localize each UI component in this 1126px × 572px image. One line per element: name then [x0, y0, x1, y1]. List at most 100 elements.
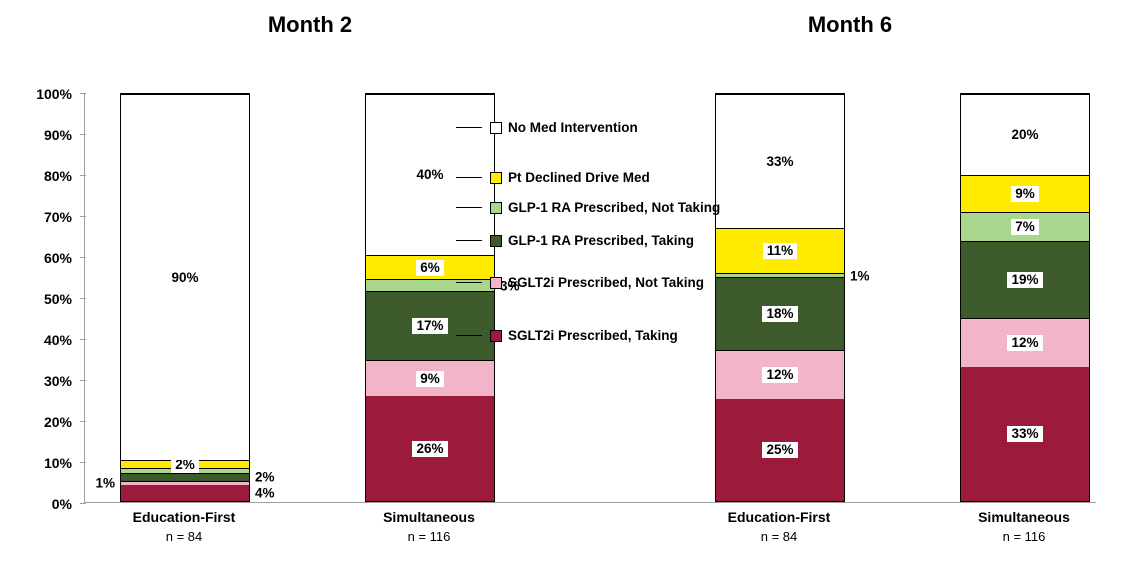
- bar-segment-declined: 2%: [121, 460, 249, 468]
- legend-swatch: [490, 202, 502, 214]
- bar-segment-label: 33%: [762, 154, 797, 170]
- legend-connector: [456, 127, 482, 128]
- bar-segment-sglt2i_not_taking: 12%: [961, 318, 1089, 367]
- y-tick: 70%: [80, 216, 86, 217]
- x-axis-sublabel: n = 116: [934, 529, 1114, 544]
- y-tick: 80%: [80, 175, 86, 176]
- y-tick: 100%: [80, 93, 86, 94]
- bar-segment-glp1_not_taking: 1%: [716, 273, 844, 277]
- bar-segment-label-external: 4%: [255, 485, 275, 500]
- y-tick: 90%: [80, 134, 86, 135]
- legend-connector: [456, 282, 482, 283]
- y-tick-label: 100%: [36, 86, 72, 102]
- bar-segment-label-external: 1%: [95, 476, 115, 491]
- x-axis-label: Education-First: [94, 509, 274, 525]
- legend-item-sglt2i_not_taking: SGLT2i Prescribed, Not Taking: [456, 275, 704, 290]
- bar-segment-label: 20%: [1007, 127, 1042, 143]
- bar-segment-no_med: 90%: [121, 94, 249, 460]
- stacked-bar: 26%9%17%3%6%40%: [365, 93, 495, 502]
- y-tick-label: 10%: [44, 455, 72, 471]
- bar-segment-label: 25%: [762, 442, 797, 458]
- bar-segment-label: 9%: [1011, 186, 1039, 202]
- bar-segment-label: 19%: [1007, 272, 1042, 288]
- legend-label: SGLT2i Prescribed, Not Taking: [508, 275, 704, 290]
- y-tick-label: 30%: [44, 373, 72, 389]
- bar-segment-label: 26%: [412, 441, 447, 457]
- bar-segment-no_med: 33%: [716, 94, 844, 228]
- panel-title-month-6: Month 6: [750, 12, 950, 38]
- bar-segment-glp1_taking: 17%: [366, 291, 494, 360]
- y-tick-label: 0%: [52, 496, 72, 512]
- bar-segment-glp1_taking: 2%: [121, 473, 249, 481]
- bar-segment-sglt2i_taking: 33%: [961, 367, 1089, 501]
- bar-segment-label: 40%: [412, 167, 447, 183]
- y-tick: 60%: [80, 257, 86, 258]
- y-tick-label: 80%: [44, 168, 72, 184]
- x-axis-sublabel: n = 116: [339, 529, 519, 544]
- legend-connector: [456, 207, 482, 208]
- panel-title-month-2: Month 2: [210, 12, 410, 38]
- legend-swatch: [490, 122, 502, 134]
- legend-swatch: [490, 235, 502, 247]
- legend-item-declined: Pt Declined Drive Med: [456, 170, 650, 185]
- bar-segment-label: 33%: [1007, 426, 1042, 442]
- bar-segment-label: 7%: [1011, 219, 1039, 235]
- y-tick: 50%: [80, 298, 86, 299]
- legend-connector: [456, 177, 482, 178]
- x-axis-label: Simultaneous: [339, 509, 519, 525]
- bar-segment-label: 9%: [416, 371, 444, 387]
- bar-segment-sglt2i_not_taking: 9%: [366, 360, 494, 396]
- legend-item-glp1_not_taking: GLP-1 RA Prescribed, Not Taking: [456, 200, 720, 215]
- y-tick-label: 90%: [44, 127, 72, 143]
- y-tick: 0%: [80, 503, 86, 504]
- legend-label: Pt Declined Drive Med: [508, 170, 650, 185]
- stacked-bar: 25% 12% 18% 1% 11% 33%: [715, 93, 845, 502]
- legend-swatch: [490, 172, 502, 184]
- bar-segment-label: 18%: [762, 306, 797, 322]
- y-tick-label: 60%: [44, 250, 72, 266]
- bar-segment-glp1_not_taking: 7%: [961, 212, 1089, 240]
- y-tick-label: 50%: [44, 291, 72, 307]
- legend-item-no_med: No Med Intervention: [456, 120, 638, 135]
- legend-swatch: [490, 330, 502, 342]
- bar-segment-glp1_taking: 18%: [716, 277, 844, 350]
- bar-segment-label: 12%: [1007, 335, 1042, 351]
- bar-segment-sglt2i_taking: 26%: [366, 396, 494, 501]
- bar-segment-sglt2i_not_taking: 1%: [121, 481, 249, 485]
- y-tick-label: 70%: [44, 209, 72, 225]
- bar-segment-declined: 9%: [961, 175, 1089, 212]
- legend-connector: [456, 240, 482, 241]
- bar-segment-label: 12%: [762, 367, 797, 383]
- x-axis-sublabel: n = 84: [94, 529, 274, 544]
- y-tick: 10%: [80, 462, 86, 463]
- bar-segment-label: 11%: [763, 243, 797, 259]
- bar-segment-sglt2i_taking: 25%: [716, 399, 844, 501]
- legend-label: GLP-1 RA Prescribed, Not Taking: [508, 200, 720, 215]
- y-tick: 30%: [80, 380, 86, 381]
- legend-label: No Med Intervention: [508, 120, 638, 135]
- legend-connector: [456, 335, 482, 336]
- y-tick: 40%: [80, 339, 86, 340]
- stacked-bar: 33% 12% 19% 7% 9% 20%: [960, 93, 1090, 502]
- y-tick-label: 40%: [44, 332, 72, 348]
- bar-segment-label: 90%: [167, 270, 202, 286]
- bar-segment-sglt2i_not_taking: 12%: [716, 350, 844, 399]
- legend-swatch: [490, 277, 502, 289]
- bar-segment-label-external: 2%: [255, 470, 275, 485]
- bar-segment-label: 6%: [416, 260, 444, 276]
- bar-segment-no_med: 20%: [961, 94, 1089, 175]
- chart-plot-area: 0%10%20%30%40%50%60%70%80%90%100%4%1%2%2…: [84, 93, 1096, 503]
- bar-segment-glp1_taking: 19%: [961, 241, 1089, 318]
- legend-item-sglt2i_taking: SGLT2i Prescribed, Taking: [456, 328, 678, 343]
- x-axis-label: Education-First: [689, 509, 869, 525]
- legend-item-glp1_taking: GLP-1 RA Prescribed, Taking: [456, 233, 694, 248]
- legend-label: GLP-1 RA Prescribed, Taking: [508, 233, 694, 248]
- y-tick: 20%: [80, 421, 86, 422]
- bar-segment-label-external: 1%: [850, 268, 870, 283]
- legend-label: SGLT2i Prescribed, Taking: [508, 328, 678, 343]
- stacked-bar: 4%1%2%2%90%: [120, 93, 250, 502]
- x-axis-sublabel: n = 84: [689, 529, 869, 544]
- bar-segment-sglt2i_taking: 4%: [121, 485, 249, 501]
- x-axis-label: Simultaneous: [934, 509, 1114, 525]
- y-tick-label: 20%: [44, 414, 72, 430]
